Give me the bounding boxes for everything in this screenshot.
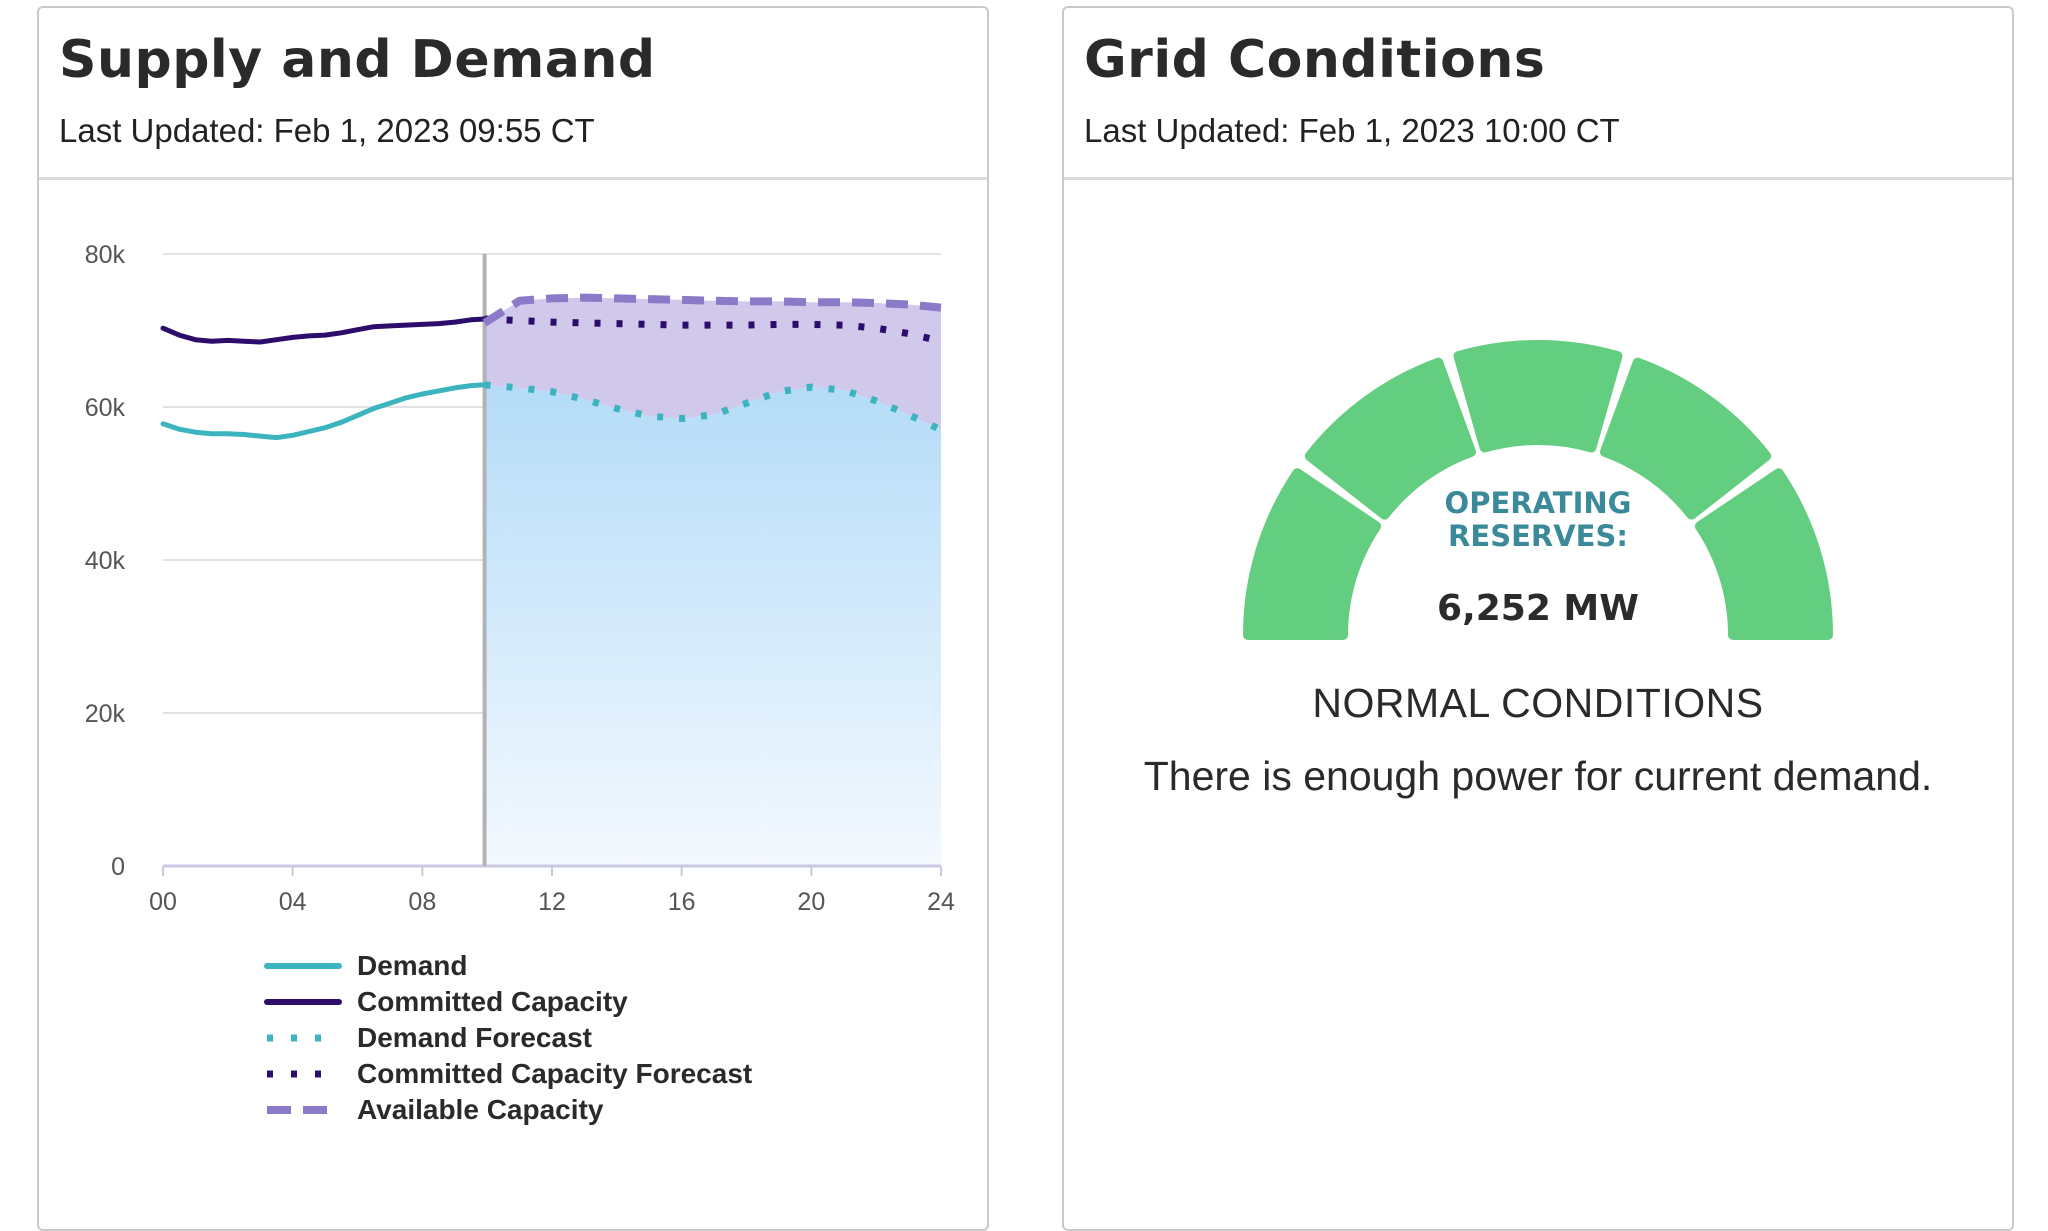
- reserves-label-line2: RESERVES:: [1448, 519, 1628, 553]
- chart-series: [160, 293, 943, 441]
- gauge-segment: [1304, 357, 1476, 520]
- legend-label: Committed Capacity: [357, 986, 628, 1017]
- chart-areas: [484, 297, 941, 866]
- grid-status-title: NORMAL CONDITIONS: [1312, 680, 1764, 726]
- series-line-committed-capacity: [160, 316, 488, 345]
- gauge-segments: [1243, 340, 1833, 640]
- x-tick-label: 04: [279, 888, 307, 916]
- x-tick-label: 08: [408, 888, 436, 916]
- legend-label: Demand: [357, 950, 467, 981]
- x-tick-label: 00: [149, 888, 177, 916]
- grid-conditions-last-updated: Last Updated: Feb 1, 2023 10:00 CT: [1084, 112, 1620, 149]
- x-tick-label: 20: [797, 888, 825, 916]
- series-line-available-capacity: [482, 293, 942, 327]
- supply-demand-title: Supply and Demand: [59, 30, 656, 90]
- grid-conditions-header: Grid Conditions Last Updated: Feb 1, 202…: [1064, 8, 2012, 180]
- legend-label: Demand Forecast: [357, 1022, 592, 1053]
- chart-axes: [162, 254, 942, 876]
- legend-label: Available Capacity: [357, 1094, 604, 1125]
- supply-demand-last-updated: Last Updated: Feb 1, 2023 09:55 CT: [59, 112, 595, 149]
- chart-legend: Demand Committed Capacity Demand Forecast C…: [264, 950, 752, 1125]
- demand-forecast-area: [484, 384, 941, 866]
- grid-status-description: There is enough power for current demand…: [1143, 753, 1933, 799]
- available-capacity-area: [484, 297, 941, 430]
- series-line-demand: [160, 382, 488, 441]
- y-tick-label: 40k: [85, 547, 126, 575]
- reserves-label-line1: OPERATING: [1445, 486, 1632, 520]
- gauge-segment: [1600, 357, 1772, 520]
- supply-demand-card: Supply and Demand Last Updated: Feb 1, 2…: [37, 6, 989, 1231]
- grid-conditions-card: Grid Conditions Last Updated: Feb 1, 202…: [1062, 6, 2014, 1231]
- x-tick-label: 16: [668, 888, 696, 916]
- legend-label: Committed Capacity Forecast: [357, 1058, 752, 1089]
- y-tick-label: 0: [111, 853, 125, 881]
- x-tick-label: 24: [927, 888, 955, 916]
- operating-reserves-gauge: OPERATING RESERVES: 6,252 MW: [1243, 340, 1833, 640]
- y-tick-label: 80k: [85, 241, 126, 269]
- reserves-value: 6,252 MW: [1437, 588, 1639, 629]
- chart-tick-labels: 0 20k 40k 60k 80k 00 04 08 12 16 20 24: [85, 241, 955, 916]
- y-tick-label: 60k: [85, 394, 126, 422]
- gauge-segment: [1243, 468, 1382, 640]
- gauge-segment: [1694, 468, 1833, 640]
- gauge-segment: [1453, 340, 1623, 453]
- grid-conditions-title: Grid Conditions: [1084, 30, 1546, 90]
- supply-demand-header: Supply and Demand Last Updated: Feb 1, 2…: [39, 8, 987, 180]
- supply-demand-chart: 0 20k 40k 60k 80k 00 04 08 12 16 20 24 Demand Commit…: [85, 241, 955, 1125]
- y-tick-label: 20k: [85, 700, 126, 728]
- x-tick-label: 12: [538, 888, 566, 916]
